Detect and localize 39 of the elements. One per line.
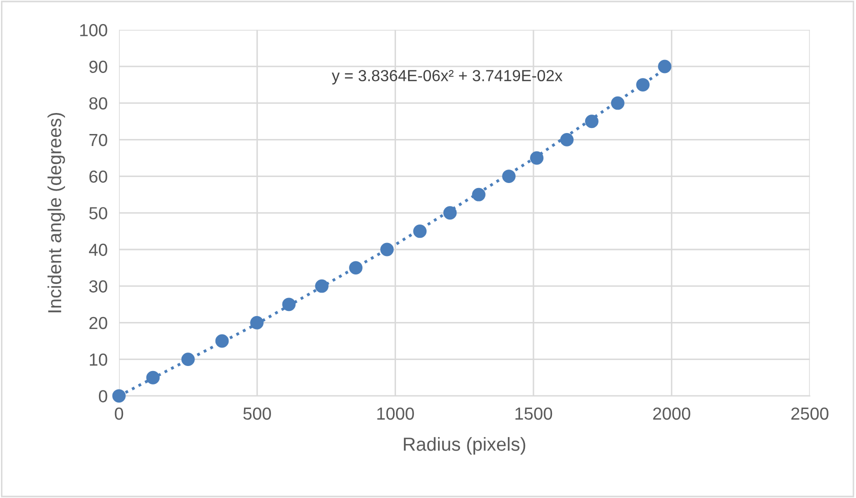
point: [349, 261, 362, 275]
point: [380, 242, 394, 256]
y-tick-label: 80: [89, 97, 108, 110]
y-tick-label: 40: [88, 244, 108, 256]
y-tick-label: 100: [80, 24, 108, 36]
x-tick-label: 500: [243, 407, 271, 420]
point: [215, 334, 229, 348]
y-tick-label: 60: [89, 170, 108, 183]
point: [282, 298, 296, 312]
point: [472, 188, 486, 202]
point: [315, 279, 329, 293]
x-axis-title: Radius (pixels): [404, 437, 526, 455]
point: [658, 60, 672, 74]
x-tick-label: 0: [114, 407, 124, 420]
y-tick-label: 90: [89, 60, 108, 73]
point: [502, 170, 516, 183]
y-tick-label: 30: [89, 280, 108, 293]
y-tick-label: 70: [89, 134, 108, 146]
y-axis-title: Incident angle (degrees): [48, 112, 66, 312]
x-tick-label: 1000: [377, 407, 414, 420]
y-tick-label: 50: [89, 207, 108, 220]
point: [413, 224, 427, 238]
point: [585, 114, 598, 128]
point: [530, 151, 544, 165]
point: [146, 370, 160, 384]
x-tick-label: 2000: [653, 407, 690, 420]
x-tick-label: 1500: [515, 407, 552, 420]
point: [250, 316, 264, 330]
point: [443, 206, 457, 220]
x-tick-label: 2500: [791, 407, 828, 420]
point: [611, 96, 624, 110]
y-tick-label: 20: [89, 316, 108, 330]
y-tick-label: 10: [90, 353, 108, 366]
point: [560, 132, 574, 146]
annotation: y = 3.8364E-06x² + 3.7419E-02x: [332, 70, 562, 84]
point: [181, 352, 195, 366]
point: [112, 389, 126, 403]
y-tick-label: 0: [98, 390, 108, 402]
point: [636, 78, 650, 92]
